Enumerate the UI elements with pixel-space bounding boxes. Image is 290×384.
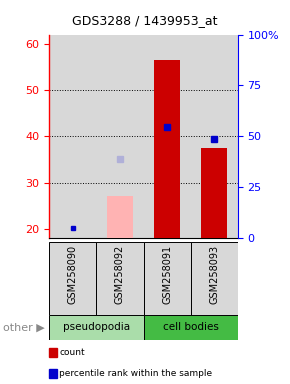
Text: GSM258092: GSM258092 (115, 245, 125, 305)
Bar (49, 35, 96, 238)
Text: GSM258090: GSM258090 (68, 245, 78, 304)
Bar (49, 315, 144, 340)
Text: GDS3288 / 1439953_at: GDS3288 / 1439953_at (72, 14, 218, 27)
Bar (154, 60, 180, 238)
Text: cell bodies: cell bodies (163, 322, 219, 333)
Bar (191, 242, 238, 315)
Bar (191, 35, 238, 238)
Text: pseudopodia: pseudopodia (63, 322, 130, 333)
Text: percentile rank within the sample: percentile rank within the sample (59, 369, 213, 378)
Bar (201, 148, 227, 238)
Bar (144, 242, 191, 315)
Bar (144, 315, 238, 340)
Bar (144, 35, 191, 238)
Text: count: count (59, 348, 85, 357)
Bar (96, 242, 144, 315)
Text: GSM258091: GSM258091 (162, 245, 172, 304)
Bar (49, 242, 96, 315)
Text: GSM258093: GSM258093 (209, 245, 219, 304)
Bar (96, 35, 144, 238)
Bar (107, 197, 133, 238)
Text: other ▶: other ▶ (3, 322, 45, 333)
